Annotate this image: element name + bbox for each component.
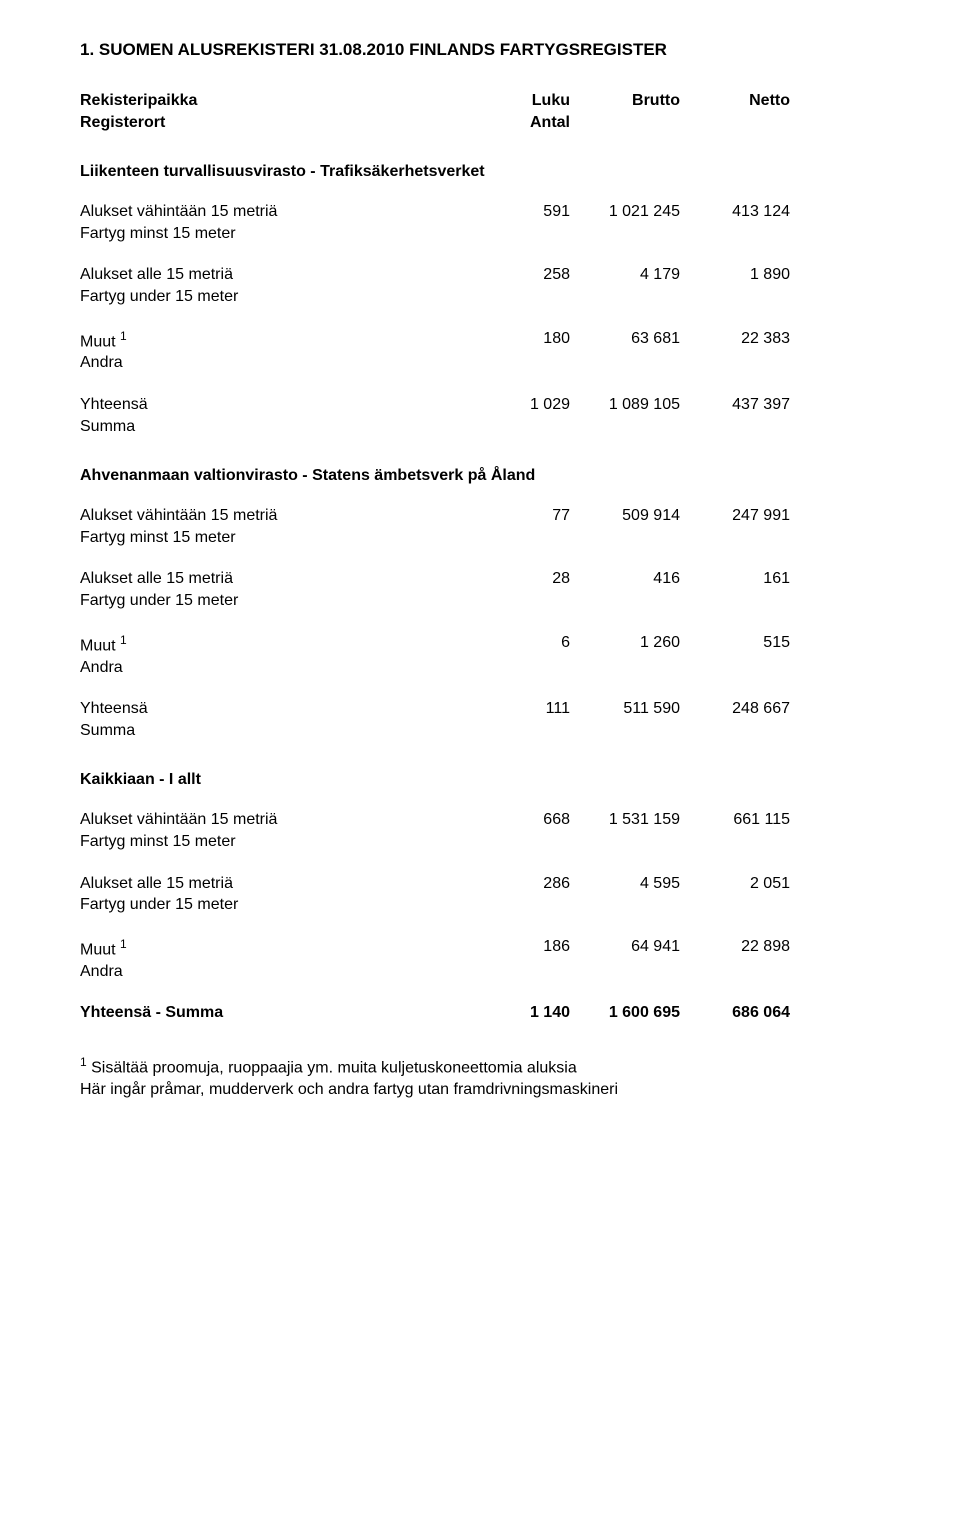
row-value: 63 681 bbox=[570, 328, 680, 353]
row-value: 161 bbox=[680, 568, 790, 590]
row-value: 247 991 bbox=[680, 505, 790, 527]
row-value: 286 bbox=[460, 873, 570, 895]
row-label-sv: Fartyg under 15 meter bbox=[80, 286, 460, 308]
row-value: 515 bbox=[680, 632, 790, 657]
row-value: 1 021 245 bbox=[570, 201, 680, 223]
document-page: 1. SUOMEN ALUSREKISTERI 31.08.2010 FINLA… bbox=[0, 0, 960, 1140]
row-label-sv: Summa bbox=[80, 416, 460, 438]
row-label-fi: Muut 1 bbox=[80, 328, 460, 353]
row-value: 1 531 159 bbox=[570, 809, 680, 831]
row-label-fi: Muut 1 bbox=[80, 632, 460, 657]
table-row: Alukset vähintään 15 metriä 668 1 531 15… bbox=[80, 809, 880, 852]
row-value: 2 051 bbox=[680, 873, 790, 895]
footnote: 1 Sisältää proomuja, ruoppaajia ym. muit… bbox=[80, 1054, 880, 1101]
footnote-marker: 1 bbox=[120, 329, 127, 343]
header-rekisteripaikka: Rekisteripaikka bbox=[80, 90, 460, 112]
footnote-text-sv: Här ingår pråmar, mudderverk och andra f… bbox=[80, 1079, 880, 1101]
row-label-sv: Fartyg under 15 meter bbox=[80, 894, 460, 916]
row-label-sv: Andra bbox=[80, 961, 460, 983]
header-brutto: Brutto bbox=[570, 90, 680, 112]
section-title-1: Liikenteen turvallisuusvirasto - Trafiks… bbox=[80, 163, 880, 181]
row-value: 22 383 bbox=[680, 328, 790, 353]
page-title: 1. SUOMEN ALUSREKISTERI 31.08.2010 FINLA… bbox=[80, 40, 880, 60]
table-row: Alukset alle 15 metriä 258 4 179 1 890 F… bbox=[80, 264, 880, 307]
header-luku: Luku bbox=[460, 90, 570, 112]
table-header-row-1: Rekisteripaikka Luku Brutto Netto bbox=[80, 90, 880, 112]
row-value: 180 bbox=[460, 328, 570, 353]
row-value: 511 590 bbox=[570, 698, 680, 720]
row-value: 413 124 bbox=[680, 201, 790, 223]
row-value: 591 bbox=[460, 201, 570, 223]
row-value: 77 bbox=[460, 505, 570, 527]
row-value: 1 140 bbox=[460, 1002, 570, 1024]
row-label-fi: Alukset alle 15 metriä bbox=[80, 568, 460, 590]
row-value: 111 bbox=[460, 698, 570, 720]
row-label-fi: Alukset alle 15 metriä bbox=[80, 264, 460, 286]
row-label-fi: Alukset vähintään 15 metriä bbox=[80, 505, 460, 527]
row-value: 258 bbox=[460, 264, 570, 286]
row-label-total: Yhteensä - Summa bbox=[80, 1002, 460, 1024]
row-value: 28 bbox=[460, 568, 570, 590]
table-row: Muut 1 180 63 681 22 383 Andra bbox=[80, 328, 880, 375]
row-value: 437 397 bbox=[680, 394, 790, 416]
row-label-sv: Fartyg minst 15 meter bbox=[80, 223, 460, 245]
header-antal: Antal bbox=[460, 112, 570, 134]
row-value: 668 bbox=[460, 809, 570, 831]
table-row: Yhteensä 1 029 1 089 105 437 397 Summa bbox=[80, 394, 880, 437]
table-row: Yhteensä 111 511 590 248 667 Summa bbox=[80, 698, 880, 741]
row-label-sv: Fartyg under 15 meter bbox=[80, 590, 460, 612]
row-label-fi: Yhteensä bbox=[80, 698, 460, 720]
row-value: 1 089 105 bbox=[570, 394, 680, 416]
section-title-2: Ahvenanmaan valtionvirasto - Statens ämb… bbox=[80, 467, 880, 485]
row-value: 1 029 bbox=[460, 394, 570, 416]
row-label-sv: Andra bbox=[80, 657, 460, 679]
row-label-fi: Alukset vähintään 15 metriä bbox=[80, 809, 460, 831]
row-value: 1 260 bbox=[570, 632, 680, 657]
row-label-sv: Summa bbox=[80, 720, 460, 742]
table-row: Alukset vähintään 15 metriä 77 509 914 2… bbox=[80, 505, 880, 548]
row-label-fi: Alukset alle 15 metriä bbox=[80, 873, 460, 895]
footnote-marker: 1 bbox=[120, 937, 127, 951]
row-value: 4 595 bbox=[570, 873, 680, 895]
row-value: 186 bbox=[460, 936, 570, 961]
row-label-sv: Andra bbox=[80, 352, 460, 374]
row-value: 661 115 bbox=[680, 809, 790, 831]
row-label-sv: Fartyg minst 15 meter bbox=[80, 527, 460, 549]
row-value: 509 914 bbox=[570, 505, 680, 527]
row-value: 416 bbox=[570, 568, 680, 590]
section-title-3: Kaikkiaan - I allt bbox=[80, 771, 880, 789]
table-row: Alukset alle 15 metriä 286 4 595 2 051 F… bbox=[80, 873, 880, 916]
footnote-text-fi: Sisältää proomuja, ruoppaajia ym. muita … bbox=[87, 1059, 577, 1076]
row-value: 248 667 bbox=[680, 698, 790, 720]
table-header-row-2: Registerort Antal bbox=[80, 112, 880, 134]
table-row: Muut 1 6 1 260 515 Andra bbox=[80, 632, 880, 679]
header-netto: Netto bbox=[680, 90, 790, 112]
row-value: 4 179 bbox=[570, 264, 680, 286]
table-row-total: Yhteensä - Summa 1 140 1 600 695 686 064 bbox=[80, 1002, 880, 1024]
row-value: 1 890 bbox=[680, 264, 790, 286]
header-registerort: Registerort bbox=[80, 112, 460, 134]
table-row: Alukset vähintään 15 metriä 591 1 021 24… bbox=[80, 201, 880, 244]
footnote-marker: 1 bbox=[80, 1055, 87, 1069]
row-label-sv: Fartyg minst 15 meter bbox=[80, 831, 460, 853]
row-label-fi: Yhteensä bbox=[80, 394, 460, 416]
row-value: 1 600 695 bbox=[570, 1002, 680, 1024]
row-value: 22 898 bbox=[680, 936, 790, 961]
table-row: Alukset alle 15 metriä 28 416 161 Fartyg… bbox=[80, 568, 880, 611]
row-value: 686 064 bbox=[680, 1002, 790, 1024]
table-row: Muut 1 186 64 941 22 898 Andra bbox=[80, 936, 880, 983]
footnote-marker: 1 bbox=[120, 633, 127, 647]
row-label-fi: Alukset vähintään 15 metriä bbox=[80, 201, 460, 223]
row-value: 64 941 bbox=[570, 936, 680, 961]
row-label-fi: Muut 1 bbox=[80, 936, 460, 961]
row-value: 6 bbox=[460, 632, 570, 657]
